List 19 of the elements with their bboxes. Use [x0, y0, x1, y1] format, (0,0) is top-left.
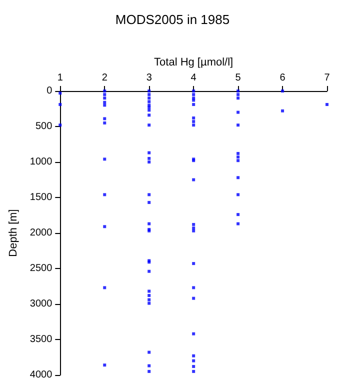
y-tick-label: 2500 — [30, 263, 53, 274]
x-tick-label: 7 — [324, 72, 330, 84]
x-tick-label: 5 — [235, 72, 242, 84]
y-tick-label: 4000 — [30, 370, 53, 380]
y-tick-label: 2000 — [30, 228, 53, 238]
chart-title: MODS2005 in 1985 — [115, 12, 230, 27]
y-axis-title: Depth [m] — [8, 209, 20, 257]
y-tick-label: 500 — [35, 121, 53, 132]
y-tick-label: 1000 — [30, 156, 53, 168]
y-tick-label: 1500 — [30, 192, 53, 203]
x-tick-label: 1 — [57, 72, 64, 84]
x-tick-label: 6 — [280, 72, 286, 84]
x-tick-label: 2 — [102, 72, 108, 84]
y-tick-label: 3500 — [30, 334, 53, 345]
x-axis-title: Total Hg [µmol/l] — [154, 56, 234, 69]
y-tick-label: 3000 — [30, 298, 53, 310]
x-tick-label: 3 — [146, 72, 152, 84]
x-tick-label: 4 — [190, 72, 197, 84]
y-tick-label: 0 — [46, 86, 53, 96]
